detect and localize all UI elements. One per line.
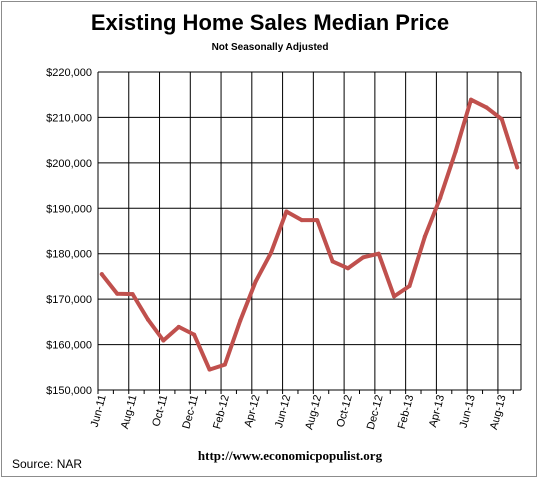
- data-point: [145, 317, 150, 322]
- gridlines: [97, 71, 522, 394]
- data-point: [238, 318, 243, 323]
- data-point: [392, 294, 397, 299]
- x-tick-label: Aug-11: [119, 394, 140, 431]
- y-tick-label: $180,000: [46, 249, 92, 261]
- x-tick-label: Aug-13: [488, 394, 509, 431]
- x-tick-label: Jun-12: [273, 394, 293, 430]
- x-tick-label: Jun-11: [89, 394, 109, 429]
- x-tick-label: Dec-12: [365, 394, 386, 431]
- x-tick-label: Apr-13: [427, 394, 447, 429]
- data-point: [422, 234, 427, 239]
- series-line: [99, 97, 520, 372]
- x-tick-label: Dec-11: [180, 394, 201, 431]
- data-point: [269, 250, 274, 255]
- y-tick-label: $170,000: [46, 294, 92, 306]
- data-point: [115, 291, 120, 296]
- x-tick-label: Aug-12: [303, 394, 324, 431]
- data-point: [130, 292, 135, 297]
- data-point: [192, 332, 197, 337]
- data-point: [345, 266, 350, 271]
- data-point: [515, 165, 520, 170]
- source-url: http://www.economicpopulist.org: [197, 448, 383, 463]
- data-point: [407, 283, 412, 288]
- chart-title: Existing Home Sales Median Price: [90, 10, 450, 35]
- data-point: [499, 117, 504, 122]
- data-point: [176, 324, 181, 329]
- data-point: [99, 272, 104, 277]
- x-axis-tick-labels: Jun-11 Aug-11 Oct-11 Dec-11 Feb-12 Apr-12 Jun-…: [89, 394, 509, 431]
- data-point: [315, 218, 320, 223]
- data-point: [207, 367, 212, 372]
- data-point: [299, 218, 304, 223]
- data-point: [469, 97, 474, 102]
- data-point: [222, 362, 227, 367]
- data-point: [253, 279, 258, 284]
- y-tick-label: $210,000: [46, 112, 92, 124]
- y-tick-label: $200,000: [46, 158, 92, 170]
- x-tick-label: Feb-13: [396, 394, 417, 431]
- data-point: [284, 209, 289, 214]
- y-tick-label: $150,000: [46, 385, 92, 397]
- x-tick-label: Jun-13: [458, 394, 478, 430]
- y-tick-label: $190,000: [46, 203, 92, 215]
- data-point: [484, 105, 489, 110]
- y-tick-label: $160,000: [46, 340, 92, 352]
- data-point: [330, 259, 335, 264]
- y-axis-tick-labels: $150,000 $160,000 $170,000 $180,000 $190,000…: [46, 67, 92, 397]
- source-label: Source: NAR: [12, 457, 83, 471]
- data-point: [361, 255, 366, 260]
- data-point: [376, 251, 381, 256]
- x-tick-label: Feb-12: [211, 394, 232, 431]
- series-layer: [99, 97, 520, 372]
- x-tick-label: Apr-12: [242, 394, 262, 429]
- data-point: [438, 195, 443, 200]
- x-tick-label: Oct-12: [335, 394, 355, 429]
- data-point: [161, 338, 166, 343]
- y-tick-label: $220,000: [46, 67, 92, 79]
- x-tick-label: Oct-11: [150, 394, 170, 428]
- data-point: [453, 149, 458, 154]
- chart-subtitle: Not Seasonally Adjusted: [211, 42, 329, 53]
